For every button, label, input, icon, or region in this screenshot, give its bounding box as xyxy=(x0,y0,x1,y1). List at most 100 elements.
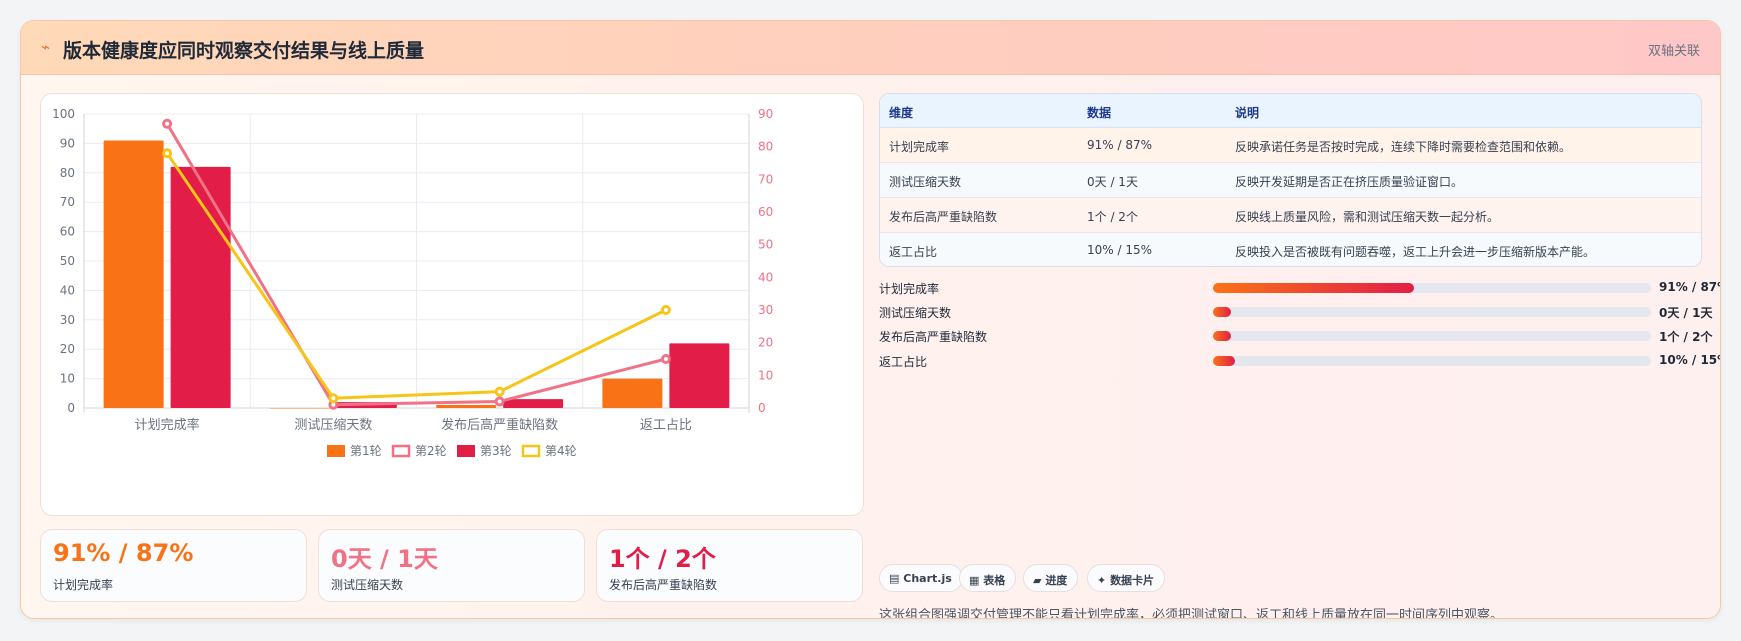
y-left-tick-label: 80 xyxy=(60,166,75,180)
point-第4轮 xyxy=(162,148,173,159)
progress-value: 0天 / 1天 xyxy=(1659,306,1713,320)
bar-第1轮 xyxy=(269,408,330,409)
bar-第3轮 xyxy=(669,343,730,408)
kpi-value: 91% / 87% xyxy=(53,539,194,567)
progress-row: 返工占比 10% / 15% xyxy=(879,351,1720,371)
y-left-tick-label: 90 xyxy=(60,136,75,150)
pill-label: 表格 xyxy=(983,574,1006,587)
progress-fill xyxy=(1213,356,1235,366)
legend-swatch xyxy=(521,444,541,458)
legend-label: 第1轮 xyxy=(350,444,382,458)
y-right-tick-label: 10 xyxy=(758,368,773,382)
table-row: 计划完成率 91% / 87% 反映承诺任务是否按时完成，连续下降时需要检查范围… xyxy=(880,128,1701,163)
pill-label: Chart.js xyxy=(903,572,952,585)
table-icon: ▦ xyxy=(969,574,980,587)
bar-第1轮 xyxy=(602,378,663,408)
column-header: 说明 xyxy=(1235,106,1260,120)
progress-value: 91% / 87% xyxy=(1659,280,1720,294)
bar-第1轮 xyxy=(103,140,164,408)
cell-dimension: 计划完成率 xyxy=(889,140,950,154)
progress-row: 计划完成率 91% / 87% xyxy=(879,278,1720,298)
page-title: 版本健康度应同时观察交付结果与线上质量 xyxy=(63,40,425,62)
point-第2轮 xyxy=(162,118,173,129)
legend-swatch xyxy=(457,445,475,457)
column-header: 维度 xyxy=(889,106,914,120)
pill-label: 数据卡片 xyxy=(1110,574,1155,587)
progress-row: 测试压缩天数 0天 / 1天 xyxy=(879,302,1719,322)
kpi-card: 91% / 87% 计划完成率 xyxy=(40,529,307,602)
cell-description: 反映承诺任务是否按时完成，连续下降时需要检查范围和依赖。 xyxy=(1235,140,1572,154)
kpi-label: 发布后高严重缺陷数 xyxy=(609,578,718,592)
y-left-tick-label: 70 xyxy=(60,195,75,209)
bar-第1轮 xyxy=(436,405,497,408)
dashboard-card: ⌁ 版本健康度应同时观察交付结果与线上质量 双轴关联 0 10 20 30 40 50 60… xyxy=(20,20,1721,619)
kpi-label: 测试压缩天数 xyxy=(331,578,404,592)
y-left-tick-label: 40 xyxy=(60,283,75,297)
kpi-label: 计划完成率 xyxy=(53,578,114,592)
cell-dimension: 返工占比 xyxy=(889,245,938,259)
sparkle-icon: ✦ xyxy=(1097,574,1107,587)
line-第2轮 xyxy=(165,123,667,407)
chart-svg: 0 10 20 30 40 50 60 70 80 90 100 0 10 20 30 40 50 60 70 80 9… xyxy=(52,107,773,458)
legend-label: 第4轮 xyxy=(545,444,577,458)
progress-track xyxy=(1213,283,1651,293)
point-第2轮 xyxy=(660,354,671,364)
pill-data-card[interactable]: ✦ 数据卡片 xyxy=(1087,564,1166,592)
dual-axis-tag: 双轴关联 xyxy=(1647,44,1700,59)
cell-description: 反映开发延期是否正在挤压质量验证窗口。 xyxy=(1235,175,1464,189)
progress-label: 返工占比 xyxy=(879,355,928,369)
y-right-tick-label: 80 xyxy=(758,140,773,154)
progress-fill xyxy=(1213,307,1231,317)
legend-swatch xyxy=(327,445,345,457)
progress-label: 计划完成率 xyxy=(879,282,940,296)
kpi-card: 0天 / 1天 测试压缩天数 xyxy=(318,529,585,602)
kpi-value: 1个 / 2个 xyxy=(609,545,716,573)
progress-label: 发布后高严重缺陷数 xyxy=(879,330,988,344)
cell-dimension: 发布后高严重缺陷数 xyxy=(889,210,998,224)
cell-description: 反映线上质量风险，需和测试压缩天数一起分析。 xyxy=(1235,210,1500,224)
pill-progress[interactable]: ▰ 进度 xyxy=(1023,564,1079,592)
pill-label: 进度 xyxy=(1045,574,1068,587)
progress-label: 测试压缩天数 xyxy=(879,306,952,320)
y-right-tick-label: 40 xyxy=(758,270,773,284)
y-right-tick-label: 0 xyxy=(758,401,766,415)
y-left-tick-label: 10 xyxy=(60,372,75,386)
pill-chartjs[interactable]: ▤ Chart.js xyxy=(879,564,963,592)
progress-fill xyxy=(1213,283,1415,293)
kpi-card: 1个 / 2个 发布后高严重缺陷数 xyxy=(596,529,863,602)
legend-label: 第3轮 xyxy=(480,444,512,458)
legend-label: 第2轮 xyxy=(415,444,447,458)
cell-description: 反映投入是否被既有问题吞噬，返工上升会进一步压缩新版本产能。 xyxy=(1235,245,1596,259)
x-tick-label: 发布后高严重缺陷数 xyxy=(441,417,558,433)
pill-table[interactable]: ▦ 表格 xyxy=(959,564,1017,592)
y-right-tick-label: 60 xyxy=(758,205,773,219)
x-tick-label: 测试压缩天数 xyxy=(294,417,372,433)
y-left-tick-label: 20 xyxy=(60,342,75,356)
y-right-tick-label: 20 xyxy=(758,336,773,350)
x-tick-label: 返工占比 xyxy=(640,418,692,433)
y-right-tick-label: 70 xyxy=(758,172,773,186)
progress-track xyxy=(1213,331,1651,341)
y-right-tick-label: 90 xyxy=(758,107,773,121)
data-table: 维度 数据 说明 计划完成率 91% / 87% 反映承诺任务是否按时完成，连续… xyxy=(879,93,1702,267)
progress-value: 1个 / 2个 xyxy=(1659,330,1713,344)
y-right-tick-label: 50 xyxy=(758,238,773,252)
table-header-row: 维度 数据 说明 xyxy=(880,94,1701,128)
y-left-tick-label: 30 xyxy=(60,313,75,327)
chart-icon: ▤ xyxy=(889,572,900,585)
cell-data: 1个 / 2个 xyxy=(1087,210,1138,224)
line-第4轮 xyxy=(165,152,667,400)
progress-track xyxy=(1213,356,1651,366)
x-tick-label: 计划完成率 xyxy=(135,417,200,433)
cell-data: 0天 / 1天 xyxy=(1087,175,1138,189)
progress-fill xyxy=(1213,331,1231,341)
y-left-tick-label: 50 xyxy=(60,254,75,268)
point-第4轮 xyxy=(494,386,505,397)
cell-data: 10% / 15% xyxy=(1087,243,1153,257)
lightning-icon: ⌁ xyxy=(41,38,51,56)
y-right-tick-label: 30 xyxy=(758,303,773,317)
progress-icon: ▰ xyxy=(1033,574,1042,587)
table-row: 返工占比 10% / 15% 反映投入是否被既有问题吞噬，返工上升会进一步压缩新… xyxy=(880,233,1701,266)
kpi-value: 0天 / 1天 xyxy=(331,545,438,573)
column-header: 数据 xyxy=(1087,106,1112,120)
